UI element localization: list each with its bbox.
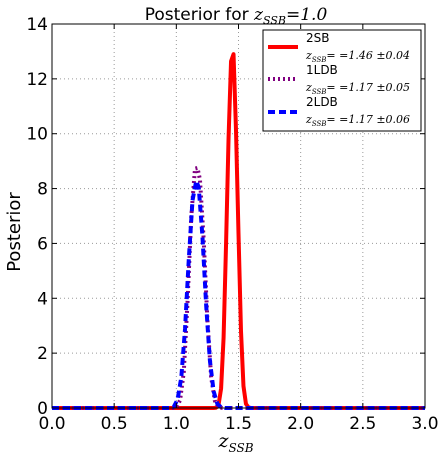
legend-value-2ldb: zSSB= =1.17 ±0.06 — [305, 113, 410, 128]
y-tick-label: 14 — [26, 15, 48, 35]
legend: 2SB zSSB= =1.46 ±0.04 1LDB zSSB= =1.17 ±… — [262, 29, 422, 132]
x-axis-label: zSSB — [217, 430, 253, 455]
y-axis-label: Posterior — [4, 192, 25, 272]
legend-value-2sb: zSSB= =1.46 ±0.04 — [305, 49, 410, 64]
legend-name-1ldb: 1LDB — [306, 63, 338, 77]
x-axis-label-math: z — [217, 430, 229, 452]
chart-title-text: Posterior for — [145, 5, 254, 25]
chart-title-math-sub: SSB — [263, 14, 286, 27]
chart-title-math: z — [253, 5, 264, 25]
chart-title-value: =1.0 — [286, 5, 327, 25]
y-tick-label: 2 — [37, 344, 48, 364]
x-tick-label: 0.5 — [101, 414, 128, 434]
y-tick-label: 0 — [37, 399, 48, 419]
x-tick-label: 2.0 — [287, 414, 314, 434]
legend-value-1ldb: zSSB= =1.17 ±0.05 — [305, 81, 410, 96]
x-tick-label: 1.5 — [225, 414, 252, 434]
axis-ticks: 0.0 0.5 1.0 1.5 2.0 2.5 3.0 0 2 4 6 8 10 12 14 — [26, 15, 438, 434]
legend-name-2ldb: 2LDB — [306, 95, 338, 109]
y-tick-label: 8 — [37, 180, 48, 200]
series-line-2ldb — [52, 178, 425, 410]
x-tick-label: 1.0 — [163, 414, 190, 434]
legend-name-2sb: 2SB — [306, 31, 329, 45]
x-axis-label-math-sub: SSB — [228, 441, 253, 455]
x-tick-label: 2.5 — [349, 414, 376, 434]
x-tick-label: 0.0 — [38, 414, 65, 434]
y-tick-label: 12 — [26, 70, 48, 90]
y-tick-label: 6 — [37, 234, 48, 254]
y-tick-label: 4 — [37, 289, 48, 309]
series-layer — [52, 52, 425, 410]
chart-title: Posterior for zSSB=1.0 — [145, 5, 328, 27]
x-tick-label: 3.0 — [411, 414, 438, 434]
y-tick-label: 10 — [26, 125, 48, 145]
